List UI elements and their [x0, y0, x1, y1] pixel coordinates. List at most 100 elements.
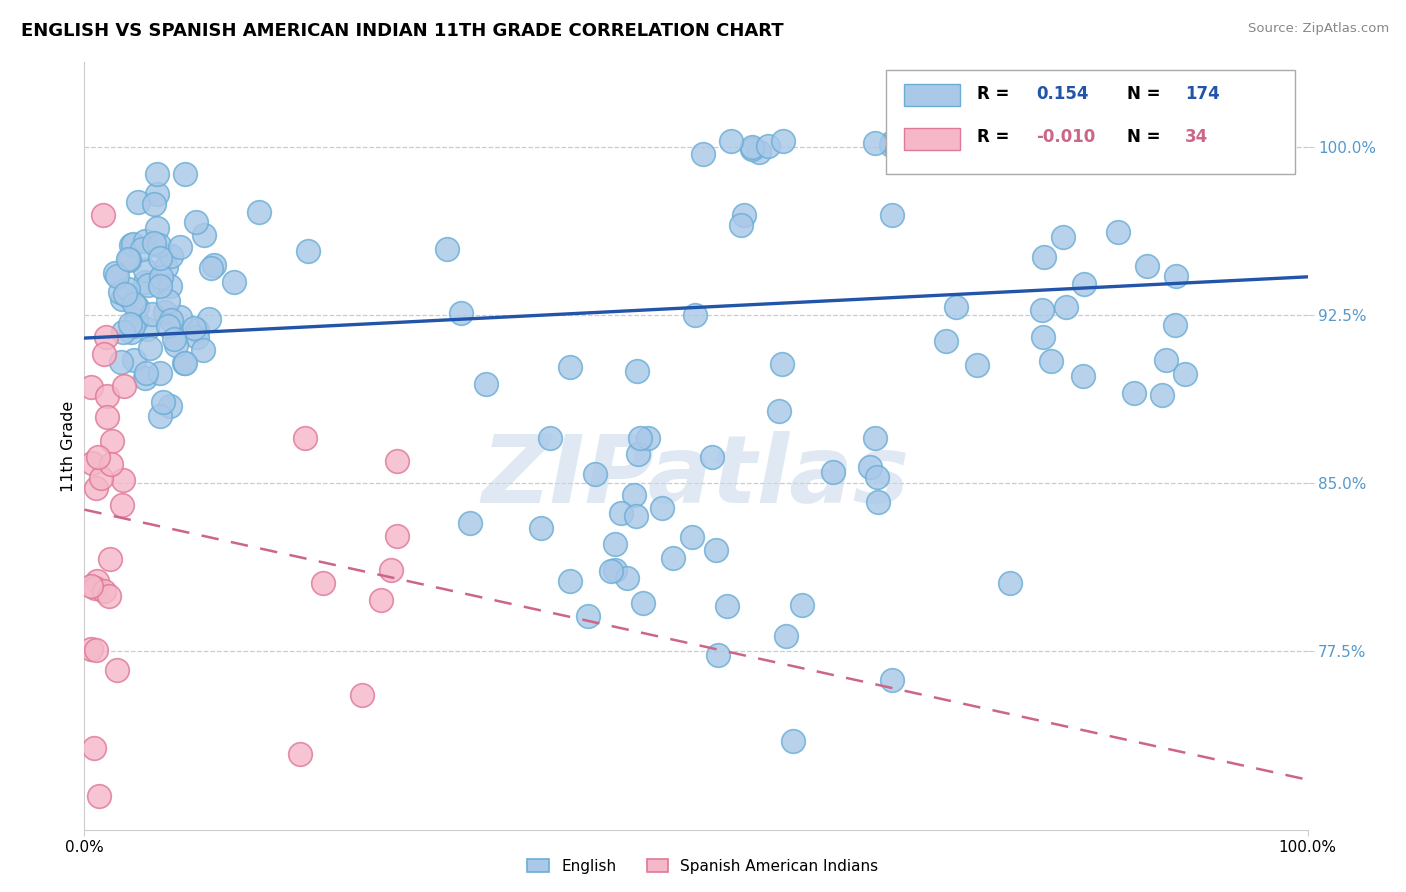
Point — [1123, 386, 1146, 401]
Point — [1154, 353, 1177, 368]
Point — [174, 167, 197, 181]
FancyBboxPatch shape — [904, 84, 960, 106]
Point — [112, 379, 135, 393]
Point — [880, 138, 903, 153]
Point — [1052, 229, 1074, 244]
Point — [114, 287, 136, 301]
Point — [882, 673, 904, 687]
Text: ZIPatlas: ZIPatlas — [482, 431, 910, 523]
Point — [84, 481, 107, 495]
Point — [692, 147, 714, 161]
Point — [1032, 329, 1054, 343]
Point — [772, 134, 794, 148]
Point — [111, 473, 134, 487]
Point — [1071, 369, 1094, 384]
Point — [576, 609, 599, 624]
Point — [959, 137, 981, 152]
Point — [1265, 145, 1288, 160]
Point — [458, 516, 481, 531]
Point — [136, 322, 159, 336]
Point — [145, 167, 167, 181]
Point — [681, 530, 703, 544]
Point — [186, 323, 208, 337]
Point — [1164, 269, 1187, 284]
Point — [157, 294, 180, 309]
Point — [741, 140, 763, 154]
Point — [603, 563, 626, 577]
Point — [1267, 136, 1289, 151]
Point — [1039, 353, 1062, 368]
Point — [80, 642, 103, 657]
Point — [1209, 144, 1232, 158]
Point — [1144, 140, 1167, 154]
Point — [152, 395, 174, 409]
Text: 34: 34 — [1185, 128, 1209, 146]
Point — [704, 543, 727, 558]
Point — [623, 487, 645, 501]
Point — [96, 330, 118, 344]
Point — [661, 551, 683, 566]
Point — [193, 228, 215, 243]
Point — [80, 579, 103, 593]
Point — [294, 431, 316, 445]
Point — [605, 537, 627, 551]
Point — [104, 266, 127, 280]
Point — [131, 243, 153, 257]
Point — [100, 457, 122, 471]
Point — [858, 459, 880, 474]
Point — [186, 330, 208, 344]
Point — [1136, 259, 1159, 273]
Point — [1237, 142, 1260, 156]
Point — [141, 307, 163, 321]
Point — [157, 318, 180, 333]
Point — [117, 282, 139, 296]
Point — [117, 252, 139, 266]
Point — [380, 563, 402, 577]
Point — [111, 498, 134, 512]
Point — [159, 279, 181, 293]
Point — [134, 235, 156, 249]
Point — [538, 431, 561, 445]
Point — [93, 347, 115, 361]
FancyBboxPatch shape — [904, 128, 960, 150]
Point — [775, 629, 797, 643]
Point — [756, 139, 779, 153]
Point — [160, 249, 183, 263]
Point — [87, 789, 110, 803]
Point — [1239, 140, 1261, 154]
Point — [153, 304, 176, 318]
Point — [120, 238, 142, 252]
Point — [98, 551, 121, 566]
Point — [136, 278, 159, 293]
Point — [163, 332, 186, 346]
Point — [1174, 367, 1197, 381]
Point — [290, 747, 312, 761]
Point — [1191, 134, 1213, 148]
Point — [886, 143, 908, 157]
Point — [912, 145, 935, 160]
Point — [1097, 139, 1119, 153]
Point — [155, 260, 177, 274]
Point — [150, 270, 173, 285]
Point — [683, 309, 706, 323]
Point — [1167, 145, 1189, 160]
Point — [1054, 300, 1077, 314]
Point — [600, 564, 623, 578]
Point — [142, 197, 165, 211]
Point — [200, 260, 222, 275]
Point — [117, 289, 139, 303]
Point — [868, 495, 890, 509]
Point — [110, 285, 132, 300]
Point — [98, 589, 121, 603]
Point — [626, 363, 648, 377]
Point — [146, 187, 169, 202]
Point — [987, 137, 1010, 152]
Point — [90, 470, 112, 484]
Point — [1144, 147, 1167, 161]
Point — [770, 358, 793, 372]
Point — [183, 320, 205, 334]
Point — [955, 134, 977, 148]
Point — [994, 138, 1017, 153]
Point — [93, 584, 115, 599]
Point — [1152, 388, 1174, 402]
